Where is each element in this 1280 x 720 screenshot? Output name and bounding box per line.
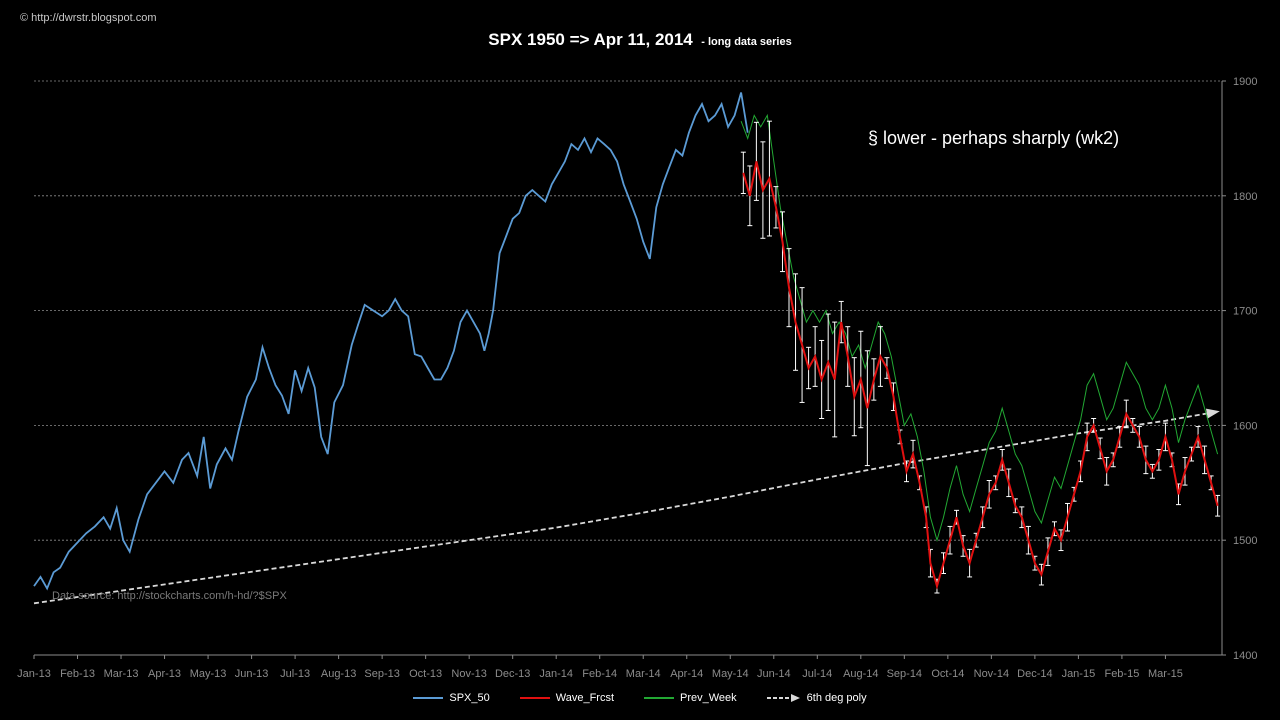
series-wave-forecast-line (742, 161, 1219, 590)
legend-arrow-icon (766, 694, 800, 702)
x-tick-label-2: Mar-13 (104, 668, 139, 680)
x-tick-label-13: Feb-14 (582, 668, 617, 680)
x-tick-label-15: Apr-14 (670, 668, 703, 680)
poly-arrowhead (1205, 408, 1220, 419)
x-tick-label-3: Apr-13 (148, 668, 181, 680)
x-tick-label-17: Jun-14 (757, 668, 791, 680)
x-tick-label-14: Mar-14 (626, 668, 661, 680)
x-tick-label-21: Oct-14 (931, 668, 964, 680)
legend-item-prev: Prev_Week (644, 692, 737, 704)
legend-item-poly: 6th deg poly (766, 692, 867, 704)
legend-label-spx: SPX_50 (449, 692, 490, 704)
legend-swatch-spx (413, 697, 444, 699)
x-tick-label-23: Dec-14 (1017, 668, 1052, 680)
x-tick-label-24: Jan-15 (1062, 668, 1096, 680)
x-tick-label-20: Sep-14 (887, 668, 922, 680)
legend-item-spx: SPX_50 (413, 692, 490, 704)
series-prev-week-line (740, 113, 1219, 543)
x-tick-label-8: Sep-13 (364, 668, 399, 680)
y-axis: 1400 1500 1600 1700 1800 1900 (1221, 76, 1257, 662)
y-tick-label-1800: 1800 (1233, 191, 1257, 203)
y-tick-label-1600: 1600 (1233, 420, 1257, 432)
x-tick-label-18: Jul-14 (802, 668, 832, 680)
legend-swatch-wave (519, 697, 550, 699)
watermark-text: © http://dwrstr.blogspot.com (20, 12, 157, 24)
x-tick-label-11: Dec-13 (495, 668, 530, 680)
x-tick-label-6: Jul-13 (280, 668, 310, 680)
series-spx-line (33, 92, 749, 591)
y-tick-label-1500: 1500 (1233, 535, 1257, 547)
x-tick-label-12: Jan-14 (539, 668, 573, 680)
legend-label-wave: Wave_Frcst (555, 692, 615, 704)
forecast-annotation: § lower - perhaps sharply (wk2) (868, 128, 1120, 148)
x-tick-label-4: May-13 (190, 668, 227, 680)
x-tick-label-7: Aug-13 (321, 668, 356, 680)
data-source-note: Data source: http://stockcharts.com/h-hd… (52, 590, 287, 602)
x-tick-label-5: Jun-13 (235, 668, 269, 680)
x-tick-label-26: Mar-15 (1148, 668, 1183, 680)
x-tick-label-22: Nov-14 (974, 668, 1009, 680)
y-tick-label-1900: 1900 (1233, 76, 1257, 88)
x-tick-label-1: Feb-13 (60, 668, 95, 680)
series-group (33, 92, 1221, 605)
x-axis: Jan-13 Feb-13 Mar-13 Apr-13 May-13 Jun-13 Jul-… (17, 654, 1222, 680)
y-tick-label-1700: 1700 (1233, 306, 1257, 318)
grid-lines (34, 80, 1222, 541)
legend: SPX_50 Wave_Frcst Prev_Week 6th deg poly (0, 692, 1280, 704)
x-tick-label-0: Jan-13 (17, 668, 51, 680)
legend-item-wave: Wave_Frcst (519, 692, 615, 704)
x-tick-label-10: Nov-13 (451, 668, 486, 680)
legend-label-poly: 6th deg poly (806, 692, 867, 704)
legend-label-prev: Prev_Week (680, 692, 737, 704)
chart-title-sub: - long data series (701, 36, 792, 48)
x-tick-label-19: Aug-14 (843, 668, 878, 680)
chart-title-main: SPX 1950 => Apr 11, 2014 (488, 30, 693, 49)
series-poly-line (33, 410, 1218, 605)
x-tick-label-9: Oct-13 (409, 668, 442, 680)
legend-swatch-prev (644, 697, 675, 699)
y-tick-label-1400: 1400 (1233, 650, 1257, 662)
chart-title: SPX 1950 => Apr 11, 2014 - long data ser… (0, 30, 1280, 50)
x-tick-label-16: May-14 (712, 668, 749, 680)
x-tick-label-25: Feb-15 (1104, 668, 1139, 680)
